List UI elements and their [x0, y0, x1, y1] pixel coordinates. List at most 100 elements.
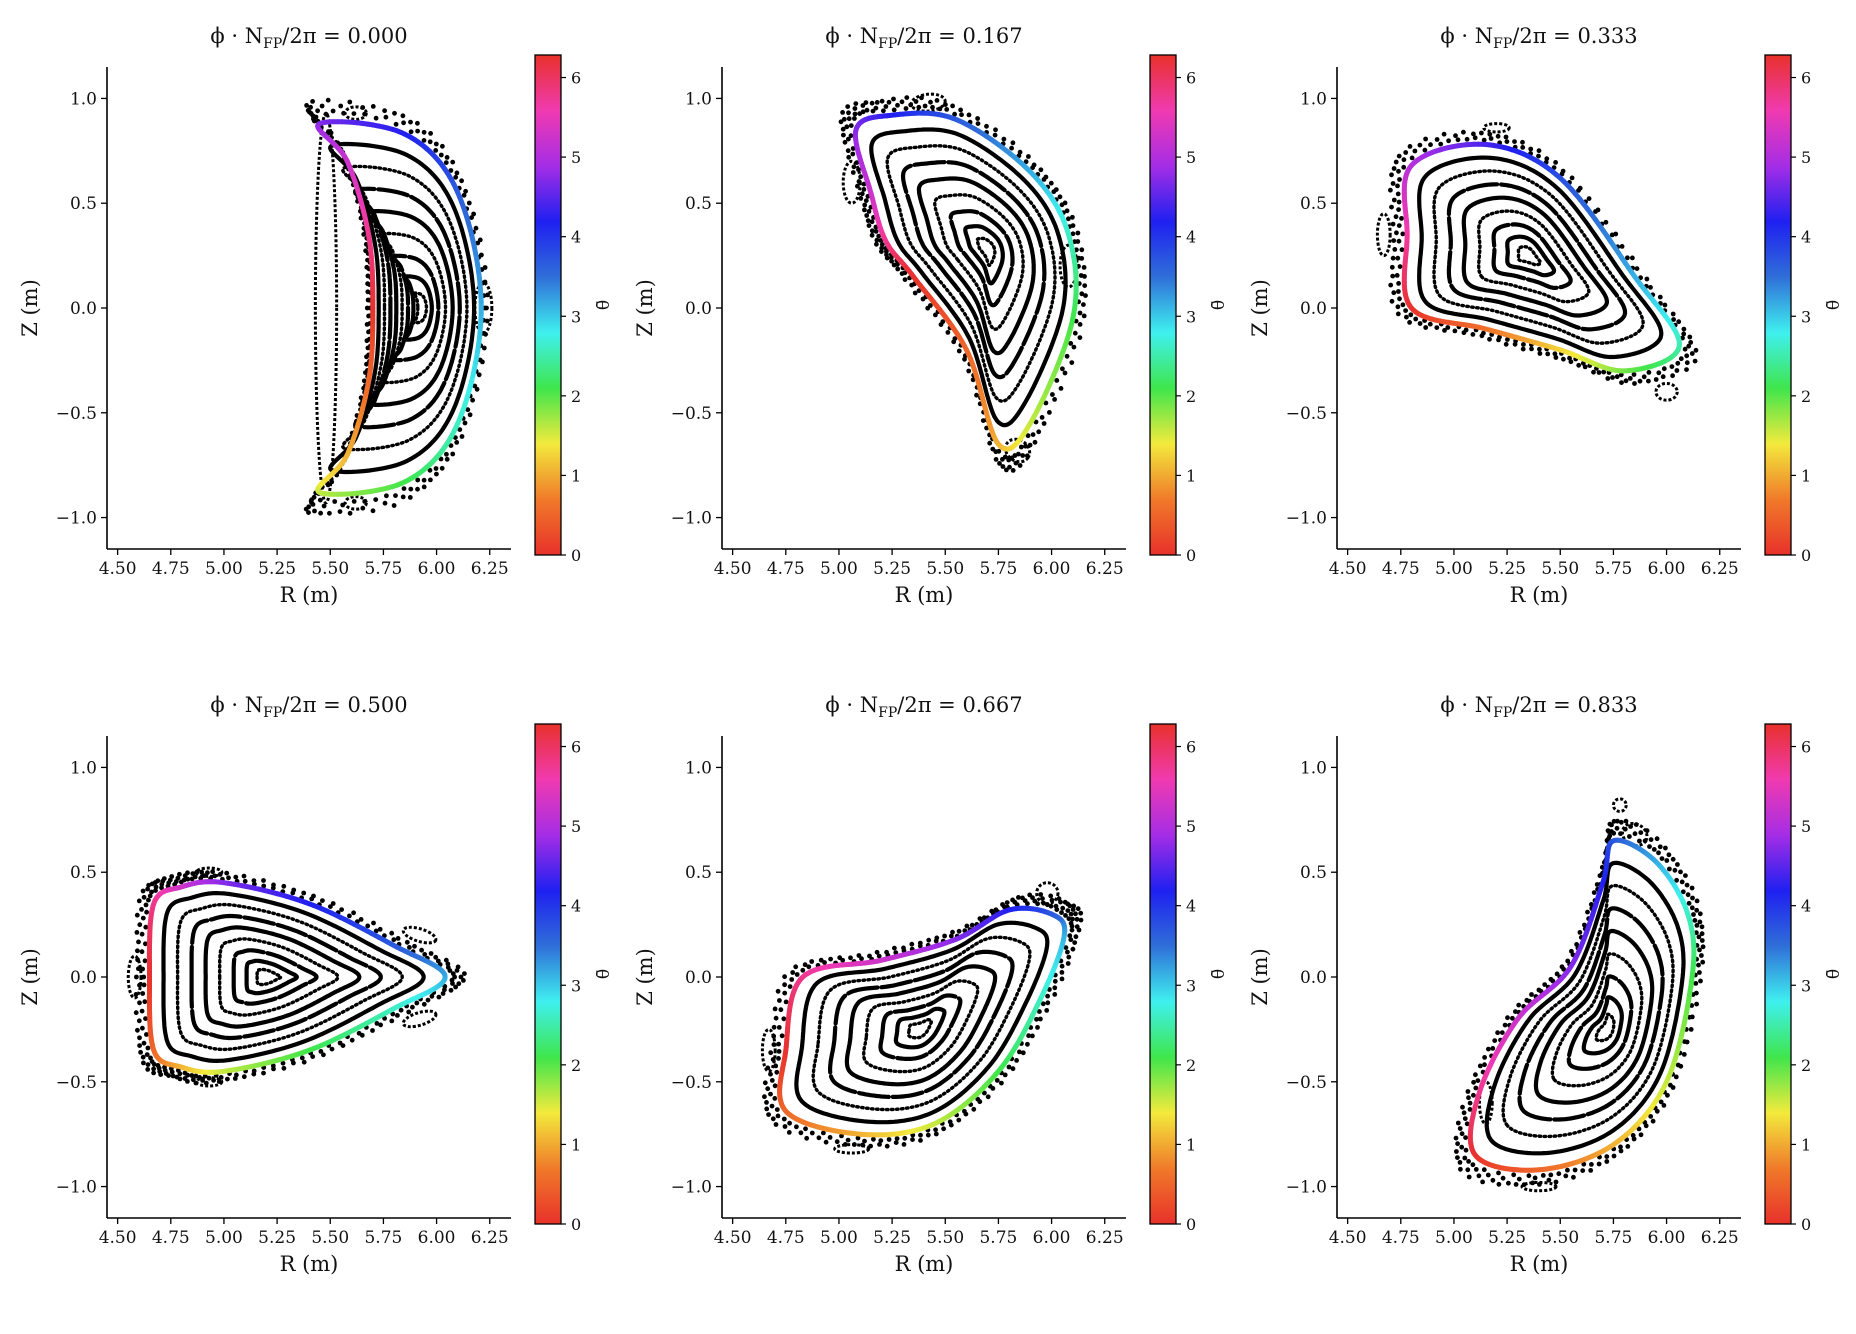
- edge-point: [281, 1065, 287, 1071]
- edge-point: [233, 874, 239, 880]
- edge-point: [1007, 464, 1012, 470]
- boundary-curve: [1467, 837, 1697, 1173]
- colorbar-tick-label: 3: [1801, 976, 1811, 995]
- edge-point: [1658, 1099, 1664, 1105]
- edge-point: [841, 132, 846, 138]
- edge-point: [143, 924, 149, 930]
- edge-point: [1466, 1159, 1471, 1164]
- edge-point: [351, 910, 356, 916]
- edge-point: [474, 386, 480, 392]
- flux-surface: [1501, 883, 1675, 1139]
- edge-point: [1396, 199, 1402, 205]
- edge-point: [842, 139, 848, 145]
- colorbar-label: θ̄: [594, 300, 614, 310]
- boundary-curve: [315, 119, 484, 497]
- edge-point: [1611, 818, 1617, 824]
- x-tick-label: 5.00: [205, 1228, 243, 1248]
- edge-point: [361, 232, 367, 237]
- edge-point: [1034, 1016, 1039, 1022]
- edge-point: [1453, 1135, 1459, 1141]
- edge-point: [370, 1028, 375, 1033]
- edge-point: [1395, 311, 1401, 317]
- colorbar-tick-label: 0: [1186, 546, 1196, 565]
- edge-point: [1554, 971, 1560, 977]
- edge-point: [893, 950, 899, 955]
- edge-point: [856, 953, 862, 958]
- y-tick-label: 0.5: [685, 194, 712, 214]
- edge-point: [888, 255, 894, 261]
- edge-point: [1694, 907, 1700, 913]
- edge-point: [779, 1033, 785, 1039]
- edge-point: [185, 1079, 190, 1084]
- edge-point: [934, 98, 940, 103]
- edge-point: [1391, 197, 1397, 203]
- edge-point: [415, 477, 421, 483]
- edge-point: [400, 494, 406, 500]
- edge-point: [1544, 156, 1550, 162]
- flux-surface: [828, 949, 1015, 1099]
- edge-point: [1082, 283, 1088, 288]
- edge-point: [373, 497, 379, 502]
- edge-point: [1400, 231, 1406, 237]
- edge-point: [975, 116, 980, 121]
- edge-point: [1648, 285, 1653, 290]
- edge-point: [136, 898, 142, 904]
- edge-point: [1692, 358, 1698, 364]
- edge-point: [950, 103, 955, 109]
- edge-point: [433, 954, 439, 960]
- edge-point: [421, 1001, 427, 1007]
- edge-point: [1675, 862, 1680, 867]
- x-tick-label: 5.00: [820, 1228, 858, 1248]
- edge-point: [837, 955, 843, 961]
- colorbar: [1764, 54, 1792, 556]
- edge-point: [1619, 244, 1625, 249]
- edge-point: [1689, 351, 1695, 356]
- edge-point: [1696, 962, 1701, 968]
- y-tick-label: −1.0: [1286, 1178, 1327, 1198]
- edge-point: [870, 108, 876, 114]
- edge-point: [869, 232, 875, 238]
- edge-point: [146, 882, 152, 888]
- edge-point: [762, 1080, 768, 1086]
- edge-point: [1630, 255, 1635, 261]
- edge-point: [772, 1096, 778, 1101]
- edge-point: [391, 503, 397, 508]
- edge-point: [1585, 909, 1590, 915]
- edge-point: [1689, 905, 1695, 911]
- edge-point: [773, 1122, 779, 1127]
- edge-point: [1651, 847, 1657, 852]
- edge-point: [261, 878, 266, 883]
- edge-point: [1081, 313, 1087, 319]
- edge-point: [408, 486, 414, 492]
- edge-point: [153, 884, 159, 890]
- edge-point: [782, 990, 788, 996]
- edge-point: [783, 999, 789, 1005]
- edge-point: [1062, 899, 1068, 905]
- edge-point: [776, 1056, 781, 1061]
- edge-point: [242, 878, 248, 884]
- edge-point: [442, 984, 448, 989]
- edge-point: [1395, 183, 1400, 189]
- edge-point: [339, 907, 344, 912]
- edge-point: [1542, 982, 1548, 987]
- edge-point: [251, 1071, 257, 1077]
- edge-point: [993, 907, 999, 913]
- x-tick-label: 5.50: [311, 1228, 349, 1248]
- flux-surface: [1477, 209, 1591, 304]
- edge-point: [1553, 355, 1559, 360]
- x-tick-label: 5.25: [258, 1228, 296, 1248]
- edge-point: [1688, 1027, 1694, 1032]
- edge-point: [1074, 924, 1080, 930]
- edge-point: [1650, 1118, 1656, 1124]
- edge-point: [1597, 873, 1603, 879]
- island: [1375, 212, 1392, 258]
- edge-point: [895, 266, 901, 272]
- edge-point: [1026, 154, 1031, 159]
- edge-point: [1079, 291, 1085, 297]
- edge-point: [1390, 255, 1396, 261]
- edge-point: [869, 228, 875, 234]
- edge-point: [466, 200, 472, 206]
- flux-surface: [1517, 906, 1665, 1122]
- edge-point: [138, 1049, 144, 1055]
- edge-point: [1604, 1159, 1610, 1164]
